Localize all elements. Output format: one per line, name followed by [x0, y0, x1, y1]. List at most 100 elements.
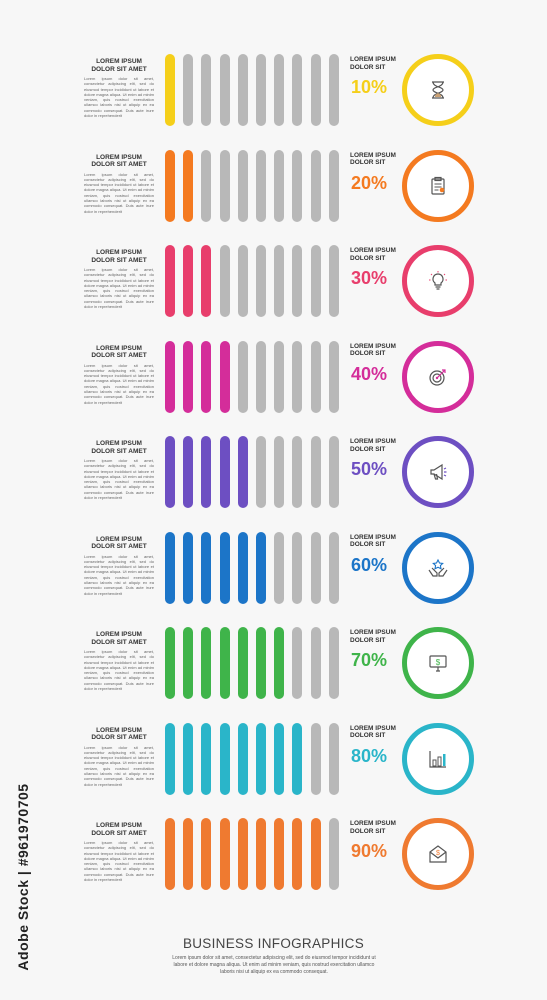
icon-circle [402, 340, 474, 413]
description-title: LOREM IPSUM DOLOR SIT AMET [91, 535, 147, 551]
progress-bar-filled [183, 436, 194, 508]
progress-bar-empty [274, 531, 285, 604]
progress-bar-filled [237, 531, 248, 604]
progress-bar-empty [237, 149, 248, 222]
icon-circle: $ [402, 627, 474, 699]
progress-bar-filled [237, 722, 248, 795]
description-block: LOREM IPSUM DOLOR SIT AMET Lorem ipsum do… [84, 631, 154, 691]
progress-bar-empty [310, 149, 321, 222]
progress-bar-filled [183, 722, 194, 795]
progress-bar-empty [219, 54, 230, 126]
progress-bar-empty [328, 245, 339, 317]
description-title: LOREM IPSUM DOLOR SIT AMET [91, 344, 147, 360]
icon-circle [402, 436, 474, 508]
label-title: LOREM IPSUM DOLOR SIT [350, 533, 396, 549]
progress-bar-empty [219, 149, 230, 222]
progress-bars [165, 436, 345, 508]
progress-bar-filled [219, 531, 230, 604]
description-body: Lorem ipsum dolor sit amet, consectetur … [84, 744, 154, 787]
description-title: LOREM IPSUM DOLOR SIT AMET [91, 58, 147, 73]
description-title: LOREM IPSUM DOLOR SIT AMET [91, 822, 147, 837]
progress-bar-filled [183, 627, 194, 699]
progress-bar-empty [292, 245, 303, 317]
label-title: LOREM IPSUM DOLOR SIT [350, 247, 396, 262]
description-block: LOREM IPSUM DOLOR SIT AMET Lorem ipsum do… [84, 58, 154, 118]
percent-label: 30% [351, 268, 388, 288]
label-title: LOREM IPSUM DOLOR SIT [350, 56, 396, 71]
progress-bar-empty [237, 245, 248, 317]
lightbulb-icon [429, 271, 447, 290]
progress-bar-empty [256, 436, 266, 508]
percent-label: 90% [351, 841, 388, 861]
progress-bar-empty [292, 340, 303, 413]
progress-bar-empty [328, 54, 339, 126]
progress-bar-filled [165, 436, 175, 508]
description-block: LOREM IPSUM DOLOR SIT AMET Lorem ipsum do… [84, 822, 154, 882]
progress-bar-filled [292, 722, 303, 795]
description-body: Lorem ipsum dolor sit amet, consectetur … [84, 76, 154, 119]
percent-label: 70% [351, 650, 388, 670]
progress-bar-empty [328, 627, 339, 699]
progress-bar-empty [219, 245, 230, 317]
description-title: LOREM IPSUM DOLOR SIT AMET [91, 249, 147, 264]
progress-bar-empty [292, 531, 303, 604]
progress-bars [165, 245, 345, 317]
progress-bar-filled [165, 531, 175, 604]
progress-bar-filled [183, 340, 194, 413]
description-body: Lorem ipsum dolor sit amet, consectetur … [84, 267, 154, 310]
infographic-row: LOREM IPSUM DOLOR SIT AMET Lorem ipsum do… [0, 340, 547, 421]
progress-bar-empty [201, 54, 212, 126]
svg-text:$: $ [436, 658, 441, 667]
progress-bar-empty [201, 149, 212, 222]
progress-bar-empty [237, 340, 248, 413]
progress-bar-empty [328, 340, 339, 413]
progress-bar-filled [201, 722, 212, 795]
description-title: LOREM IPSUM DOLOR SIT AMET [91, 153, 147, 169]
progress-bars [165, 54, 345, 126]
progress-bar-filled [165, 627, 175, 699]
progress-bar-filled [183, 149, 194, 222]
bar-chart-icon [429, 750, 446, 768]
progress-bar-empty [310, 531, 321, 604]
description-title: LOREM IPSUM DOLOR SIT AMET [91, 726, 147, 742]
description-body: Lorem ipsum dolor sit amet, consectetur … [84, 171, 154, 214]
description-body: Lorem ipsum dolor sit amet, consectetur … [84, 649, 154, 692]
progress-bar-filled [256, 818, 266, 890]
description-block: LOREM IPSUM DOLOR SIT AMET Lorem ipsum do… [84, 154, 154, 214]
progress-bars [165, 340, 345, 413]
progress-bar-filled [274, 818, 285, 890]
infographic-row: LOREM IPSUM DOLOR SIT AMET Lorem ipsum do… [0, 54, 547, 134]
progress-bar-filled [165, 722, 175, 795]
progress-bar-filled [219, 818, 230, 890]
footer-body: Lorem ipsum dolor sit amet, consectetur … [172, 955, 376, 975]
progress-bar-filled [237, 818, 248, 890]
percent-label: 10% [351, 77, 388, 97]
progress-bar-filled [292, 818, 303, 890]
progress-bar-empty [274, 245, 285, 317]
progress-bar-empty [256, 245, 266, 317]
progress-bar-filled [201, 245, 212, 317]
megaphone-icon [430, 463, 447, 481]
progress-bar-filled [201, 340, 212, 413]
progress-bar-filled [219, 340, 230, 413]
footer-title: BUSINESS INFOGRAPHICS [182, 936, 365, 951]
progress-bar-empty [274, 149, 285, 222]
progress-bar-filled [219, 722, 230, 795]
infographic-row: LOREM IPSUM DOLOR SIT AMET Lorem ipsum do… [0, 531, 547, 612]
infographic-row: LOREM IPSUM DOLOR SIT AMET Lorem ipsum do… [0, 436, 547, 516]
progress-bar-filled [256, 531, 266, 604]
progress-bar-filled [237, 436, 248, 508]
progress-bar-empty [310, 722, 321, 795]
percent-label: 40% [351, 363, 388, 384]
progress-bar-empty [328, 722, 339, 795]
progress-bar-empty [274, 436, 285, 508]
description-body: Lorem ipsum dolor sit amet, consectetur … [84, 840, 154, 883]
progress-bar-empty [310, 54, 321, 126]
description-block: LOREM IPSUM DOLOR SIT AMET Lorem ipsum do… [84, 727, 154, 787]
description-body: Lorem ipsum dolor sit amet, consectetur … [84, 458, 154, 501]
icon-circle [402, 531, 474, 604]
label-title: LOREM IPSUM DOLOR SIT [350, 629, 396, 644]
progress-bar-filled [310, 818, 321, 890]
progress-bar-filled [183, 531, 194, 604]
description-title: LOREM IPSUM DOLOR SIT AMET [91, 440, 147, 455]
